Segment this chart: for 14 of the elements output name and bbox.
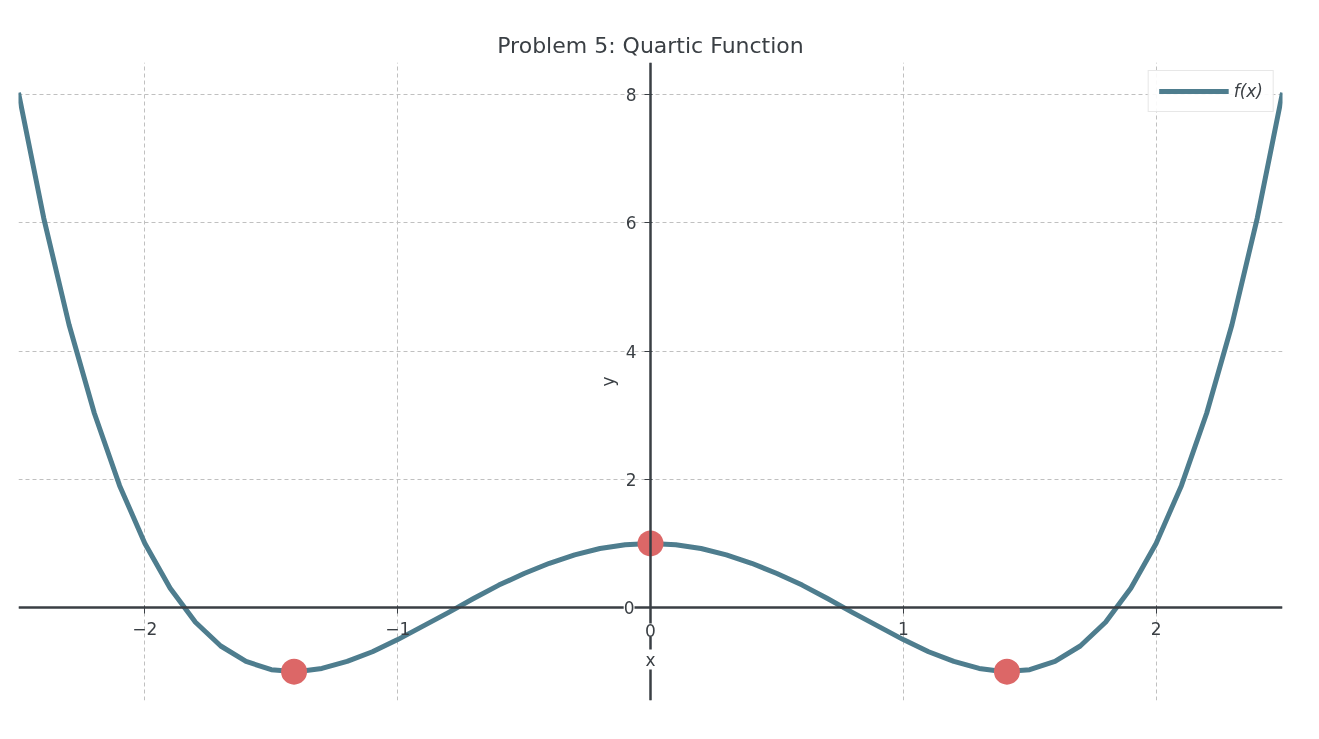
y-tick-label: 6 xyxy=(625,213,637,234)
y-tick-label: 0 xyxy=(623,598,635,619)
legend-label: f(x) xyxy=(1233,81,1263,101)
y-tick-label: 4 xyxy=(625,341,637,362)
y-axis-title: y xyxy=(597,376,618,387)
y-tick-label: 2 xyxy=(625,469,637,490)
chart-title: Problem 5: Quartic Function xyxy=(497,32,804,58)
x-tick-label: −2 xyxy=(132,618,158,639)
x-tick-label: −1 xyxy=(385,618,411,639)
x-tick-label: 2 xyxy=(1150,618,1162,639)
x-tick-label: 1 xyxy=(897,618,909,639)
y-tick-label: 8 xyxy=(625,85,637,106)
x-tick-label: 0 xyxy=(645,620,656,641)
x-axis-title: x xyxy=(645,649,656,670)
